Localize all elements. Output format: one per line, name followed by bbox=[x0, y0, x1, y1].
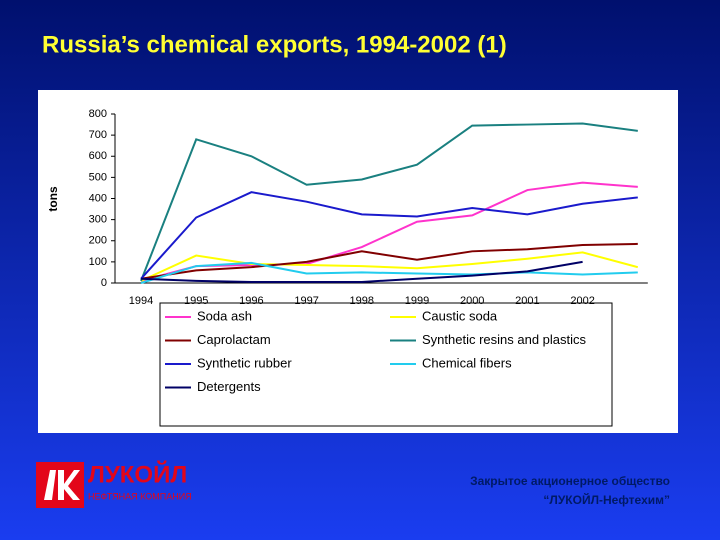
y-tick-label: 200 bbox=[89, 235, 107, 247]
x-tick-label: 1994 bbox=[129, 295, 153, 307]
y-axis-label: tons bbox=[46, 186, 60, 212]
logo-name: ЛУКОЙЛ bbox=[88, 460, 187, 488]
series-line bbox=[140, 181, 638, 282]
x-tick-label: 1996 bbox=[239, 295, 263, 307]
x-tick-label: 2002 bbox=[570, 295, 594, 307]
x-tick-label: 2001 bbox=[515, 295, 539, 307]
x-tick-label: 2000 bbox=[460, 295, 484, 307]
y-tick-label: 300 bbox=[89, 214, 107, 226]
x-tick-label: 1997 bbox=[294, 295, 318, 307]
logo: ЛУКОЙЛ НЕФТЯНАЯ КОМПАНИЯ bbox=[36, 460, 192, 508]
y-tick-label: 400 bbox=[89, 192, 107, 204]
x-tick-label: 1998 bbox=[350, 295, 374, 307]
series-line bbox=[140, 261, 638, 284]
y-tick-label: 700 bbox=[89, 129, 107, 141]
x-tick-label: 1999 bbox=[405, 295, 429, 307]
y-tick-label: 100 bbox=[89, 256, 107, 268]
y-tick-label: 800 bbox=[89, 108, 107, 120]
company-line: “ЛУКОЙЛ-Нефтехим” bbox=[543, 492, 670, 507]
legend-label: Soda ash bbox=[197, 308, 252, 323]
y-tick-label: 600 bbox=[89, 150, 107, 162]
company-line: Закрытое акционерное общество bbox=[470, 474, 670, 488]
y-tick-label: 0 bbox=[101, 277, 107, 289]
legend-box bbox=[159, 302, 613, 427]
series-line bbox=[140, 122, 638, 282]
title: Russia’s chemical exports, 1994-2002 (1) bbox=[42, 31, 507, 58]
series-line bbox=[140, 242, 638, 280]
series-line bbox=[140, 191, 638, 280]
legend-label: Detergents bbox=[197, 379, 261, 394]
y-tick-label: 500 bbox=[89, 171, 107, 183]
x-tick-label: 1995 bbox=[184, 295, 208, 307]
chart-panel bbox=[38, 90, 678, 433]
legend-label: Synthetic resins and plastics bbox=[422, 332, 587, 347]
legend-label: Caprolactam bbox=[197, 332, 271, 347]
legend-label: Caustic soda bbox=[422, 308, 498, 323]
series-line bbox=[140, 251, 639, 282]
legend-label: Synthetic rubber bbox=[197, 355, 292, 370]
logo-mark bbox=[44, 470, 80, 500]
series-line bbox=[140, 260, 583, 283]
legend-label: Chemical fibers bbox=[422, 355, 512, 370]
logo-tagline: НЕФТЯНАЯ КОМПАНИЯ bbox=[88, 491, 192, 501]
